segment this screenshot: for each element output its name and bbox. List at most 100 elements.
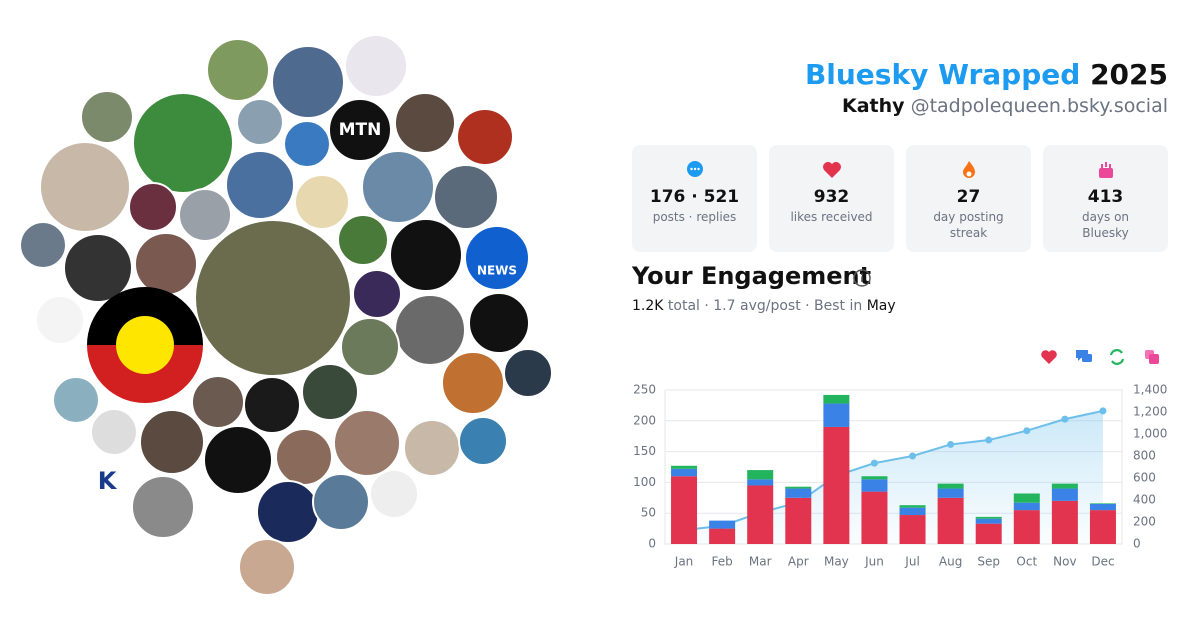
avatar[interactable] [132,92,234,194]
line-point [1099,407,1107,415]
bar-segment [785,497,812,544]
bar-segment [785,488,812,498]
stat-value: 27 [956,187,981,207]
y-tick-label: 50 [641,506,656,520]
bar-segment [1089,510,1116,544]
avatar[interactable] [225,150,295,220]
avatar[interactable] [301,363,359,421]
avatar[interactable] [456,108,514,166]
bar-segment [785,486,812,489]
avatar-flag [87,287,203,403]
avatar[interactable] [394,294,466,366]
x-tick-label: Apr [788,555,809,569]
avatar[interactable] [403,419,461,477]
avatar[interactable] [344,34,408,98]
bar-segment [1089,503,1116,511]
avatar[interactable] [52,376,100,424]
avatar[interactable] [131,475,195,539]
x-tick-label: Mar [749,555,772,569]
avatar[interactable] [352,269,402,319]
avatar[interactable] [369,469,419,519]
legend-like[interactable] [1041,350,1057,364]
avatar[interactable] [88,463,126,501]
avatar-label: K [98,467,118,495]
avatar[interactable] [194,219,352,377]
header-title: Bluesky Wrapped 2025 [805,58,1168,91]
avatar[interactable] [238,538,296,596]
line-point [870,459,878,467]
avatar[interactable] [337,214,389,266]
avatar[interactable] [433,164,499,230]
bar-segment [1013,493,1040,503]
avatar[interactable] [503,348,553,398]
bar-segment [1051,488,1078,501]
avatar[interactable] [458,416,508,466]
x-tick-label: May [824,555,849,569]
avatar[interactable] [256,480,320,544]
avatar[interactable] [134,232,198,296]
x-tick-label: Dec [1091,555,1114,569]
stat-card: 176 · 521 posts · replies [632,145,757,252]
avatar[interactable] [35,295,85,345]
avatar[interactable] [236,98,284,146]
stat-value: 932 [813,187,850,207]
avatar[interactable] [312,473,370,531]
avatar[interactable] [361,150,435,224]
line-point [909,452,917,460]
avatar[interactable] [90,408,138,456]
avatar[interactable] [191,375,245,429]
avatar[interactable] [386,369,432,415]
x-tick-label: Jul [904,555,919,569]
avatar[interactable] [271,45,345,119]
avatar[interactable] [294,174,350,230]
avatar[interactable] [464,225,530,291]
stat-card: 27 day posting streak [906,145,1031,252]
chart-title: Your Engagement [632,262,872,290]
user-handle: @tadpolequeen.bsky.social [910,95,1168,117]
avatar[interactable] [394,92,456,154]
x-tick-label: Nov [1053,555,1076,569]
x-tick-label: Jun [864,555,884,569]
avatar[interactable] [441,351,505,415]
avatar[interactable] [63,233,133,303]
avatar-label: MTN [339,120,382,140]
icon [963,161,975,178]
avatar[interactable] [340,317,400,377]
avatar[interactable] [178,188,232,242]
y-tick-label: 250 [633,383,656,397]
avatar[interactable] [389,218,463,292]
bar-segment [937,497,964,544]
stat-label: days on Bluesky [1081,210,1130,240]
avatar[interactable] [80,90,134,144]
avatar[interactable] [328,98,392,162]
avatar[interactable] [468,292,530,354]
bar-segment [861,476,888,480]
info-icon[interactable] [852,268,872,288]
y2-tick-label: 1,400 [1133,383,1167,397]
avatar[interactable] [206,38,270,102]
y-tick-label: 150 [633,444,656,458]
avatar-cluster: MTN NEWS K [19,34,553,596]
icon [1099,162,1113,178]
avatar[interactable] [39,141,131,233]
y2-tick-label: 1,200 [1133,405,1167,419]
avatar[interactable] [203,503,241,541]
avatar[interactable] [128,182,178,232]
avatar[interactable] [19,221,67,269]
bar-segment [1013,502,1040,511]
avatar[interactable] [243,376,301,434]
bar-segment [747,470,774,480]
avatar[interactable] [139,409,205,475]
legend-repost[interactable] [1109,349,1125,365]
bar-segment [899,505,926,508]
avatar[interactable] [203,425,273,495]
bar-segment [861,491,888,544]
bar-segment [975,518,1002,524]
bar-segment [861,479,888,492]
best-month: May [866,298,896,314]
avatar[interactable] [275,428,333,486]
y-tick-label: 200 [633,413,656,427]
avatar[interactable] [283,120,331,168]
avatar[interactable] [333,409,401,477]
